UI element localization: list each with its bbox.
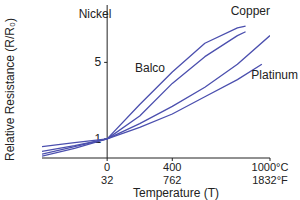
y-tick-label: 1	[94, 132, 101, 146]
y-tick-label: 5	[94, 55, 101, 69]
series-line	[42, 32, 246, 154]
x-axis	[42, 158, 270, 159]
series-line	[42, 36, 270, 152]
plot-area	[42, 26, 270, 156]
y-tick	[104, 62, 107, 63]
x-tick-label: 1000°C	[252, 161, 289, 173]
x2-tick-label: 762	[163, 174, 181, 186]
series-label: Copper	[231, 4, 270, 18]
series-label: Balco	[135, 61, 165, 75]
x2-tick-label: 1832°F	[252, 174, 288, 186]
series-label: Platinum	[251, 68, 298, 82]
series-label: Nickel	[79, 7, 112, 21]
x2-tick-label: 32	[101, 174, 113, 186]
x-axis-label: Temperature (T)	[133, 186, 219, 200]
x-tick-label: 400	[163, 161, 181, 173]
y-axis	[107, 5, 108, 158]
y-axis-label: Relative Resistance (R/R₀)	[3, 18, 17, 161]
series-line	[42, 64, 262, 146]
x-tick-label: 0	[104, 161, 110, 173]
chart: 1 5 0 400 1000°C 32 762 1832°F Temperature (T) Re…	[0, 0, 300, 200]
